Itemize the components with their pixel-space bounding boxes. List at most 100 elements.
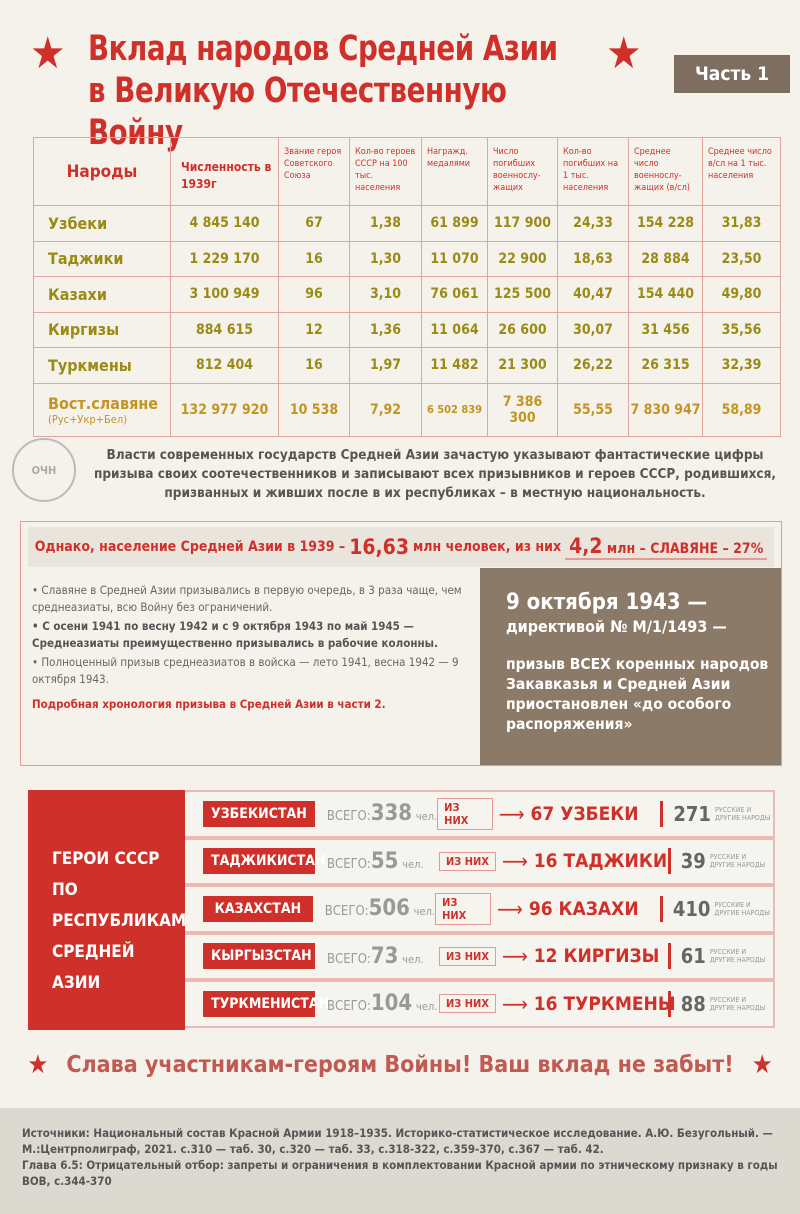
slogan: ★ Слава участникам-героям Войны! Ваш вкл… (0, 1050, 800, 1080)
table-cell: 67 (278, 205, 350, 242)
table-cell: 7,92 (349, 382, 422, 437)
slavs-name: Вост.славяне (48, 393, 159, 413)
table-cell: 132 977 920 (170, 382, 279, 437)
table-cell: 11 064 (421, 311, 488, 348)
table-cell: Киргизы (33, 311, 171, 348)
total-value: 104 (370, 991, 413, 1017)
table-cell: Таджики (33, 240, 171, 277)
unit: чел. (415, 1000, 438, 1014)
total-heroes: ВСЕГО:338 чел. (327, 801, 437, 826)
table-cell: 12 (278, 311, 350, 348)
bullet-item: • Славяне в Средней Азии призывались в п… (32, 583, 462, 614)
of-them-tag: ИЗ НИХ (437, 797, 493, 830)
table-cell: 96 (278, 276, 350, 313)
of-them-tag: ИЗ НИХ (439, 851, 496, 871)
others-label: РУССКИЕ И ДРУГИЕ НАРОДЫ (714, 805, 771, 822)
others-label: РУССКИЕ И ДРУГИЕ НАРОДЫ (709, 853, 766, 870)
table-cell: Туркмены (33, 347, 171, 384)
source-line: Источники: Национальный состав Красной А… (22, 1126, 773, 1156)
heroes-list: УЗБЕКИСТАН ВСЕГО:338 чел. ИЗ НИХ ⟶ 67 УЗ… (185, 790, 775, 1028)
column-header: Народы (33, 137, 171, 206)
table-cell: 1,38 (349, 205, 422, 242)
population-total: 16,63 (349, 535, 409, 559)
table-cell: 49,80 (702, 276, 781, 313)
table-cell: 154 228 (628, 205, 703, 242)
table-cell: 812 404 (170, 347, 279, 384)
slavs-sub: (Рус+Укр+Бел) (48, 412, 128, 426)
title-line-1: Вклад народов Средней Азии (88, 29, 558, 69)
population-text: млн человек, из них (412, 539, 562, 555)
table-cell: 28 884 (628, 240, 703, 277)
total-value: 338 (370, 801, 413, 827)
table-row: Казахи 3 100 949 96 3,10 76 061 125 500 40,47 1… (33, 276, 781, 313)
total-label: ВСЕГО: (327, 999, 371, 1015)
table-row: Узбеки 4 845 140 67 1,38 61 899 117 900 24,33 1… (33, 205, 781, 242)
divider (667, 943, 671, 970)
others-label: РУССКИЕ И ДРУГИЕ НАРОДЫ (709, 995, 766, 1012)
local-heroes: 16 ТАДЖИКИ (533, 850, 668, 873)
table-row-slavs: Вост.славяне (Рус+Укр+Бел) 132 977 920 10 5… (33, 382, 781, 437)
slavs-share: 4,2 млн – СЛАВЯНЕ – 27% (565, 534, 768, 560)
hero-row: КАЗАХСТАН ВСЕГО:506 чел. ИЗ НИХ ⟶ 96 КАЗ… (185, 885, 775, 933)
column-header: Кол-во героев СССР на 100 тыс. населения (349, 137, 422, 206)
table-cell: 31,83 (702, 205, 781, 242)
table-cell: 3,10 (349, 276, 422, 313)
table-cell: 10 538 (278, 382, 350, 437)
table-cell: 55,55 (557, 382, 629, 437)
part2-link[interactable]: Подробная хронология призыва в Средней А… (32, 697, 386, 711)
star-icon: ★ (30, 28, 66, 79)
table-cell: 35,56 (702, 311, 781, 348)
republic-label: ТУРКМЕНИСТАН (203, 990, 329, 1017)
bullet-item: • Полноценный призыв среднеазиатов в вой… (32, 655, 459, 686)
table-cell: 11 482 (421, 347, 488, 384)
conscription-box (20, 521, 782, 766)
table-cell: 117 900 (487, 205, 558, 242)
column-header: Среднее число в/сл на 1 тыс. населения (702, 137, 781, 206)
column-header: Численность в 1939г (170, 137, 279, 206)
total-label: ВСЕГО: (327, 951, 371, 967)
table-cell: 125 500 (487, 276, 558, 313)
table-cell: 1 229 170 (170, 240, 279, 277)
slogan-text: Слава участникам-героям Войны! Ваш вклад… (66, 1052, 734, 1078)
other-heroes: 410 (672, 896, 711, 921)
total-label: ВСЕГО: (326, 809, 371, 825)
total-value: 55 (370, 848, 399, 874)
unit: чел. (415, 810, 438, 824)
total-heroes: ВСЕГО:506 чел. (325, 896, 435, 921)
local-heroes: 67 УЗБЕКИ (530, 802, 639, 825)
table-row: Туркмены 812 404 16 1,97 11 482 21 300 26,22 26… (33, 347, 781, 384)
table-cell: 58,89 (702, 382, 781, 437)
hero-row: ТАДЖИКИСТАН ВСЕГО:55 чел. ИЗ НИХ ⟶ 16 ТА… (185, 837, 775, 885)
hero-row: УЗБЕКИСТАН ВСЕГО:338 чел. ИЗ НИХ ⟶ 67 УЗ… (185, 790, 775, 838)
star-icon: ★ (27, 1050, 49, 1080)
table-cell: 26,22 (557, 347, 629, 384)
population-text: Однако, население Средней Азии в 1939 – (34, 539, 346, 555)
hero-row: ТУРКМЕНИСТАН ВСЕГО:104 чел. ИЗ НИХ ⟶ 16 … (185, 980, 775, 1028)
table-cell: 1,97 (349, 347, 422, 384)
table-cell: 16 (278, 240, 350, 277)
table-cell: Казахи (33, 276, 171, 313)
divider (667, 990, 671, 1017)
table-cell: 61 899 (421, 205, 488, 242)
table-cell: 1,36 (349, 311, 422, 348)
local-heroes: 96 КАЗАХИ (528, 897, 639, 920)
table-cell: Вост.славяне (Рус+Укр+Бел) (33, 382, 171, 437)
slavs-label: млн – СЛАВЯНЕ – 27% (606, 541, 764, 557)
arrow-right-icon: ⟶ (501, 944, 528, 969)
table-cell: 3 100 949 (170, 276, 279, 313)
total-value: 506 (368, 896, 410, 922)
directive-box: 9 октября 1943 — директивой № М/1/1493 —… (480, 568, 781, 765)
other-heroes: 39 (680, 849, 706, 874)
total-value: 73 (370, 943, 399, 969)
republic-label: ТАДЖИКИСТАН (203, 848, 325, 875)
other-heroes: 271 (673, 801, 711, 826)
column-header: Число погибших военнослу-жащих (487, 137, 558, 206)
star-icon: ★ (606, 28, 642, 79)
bullet-item: • С осени 1941 по весну 1942 и с 9 октяб… (32, 619, 438, 650)
divider (667, 848, 671, 875)
total-heroes: ВСЕГО:55 чел. (327, 849, 439, 874)
table-cell: 23,50 (702, 240, 781, 277)
total-label: ВСЕГО: (327, 856, 371, 872)
table-cell: 40,47 (557, 276, 629, 313)
table-cell: 24,33 (557, 205, 629, 242)
